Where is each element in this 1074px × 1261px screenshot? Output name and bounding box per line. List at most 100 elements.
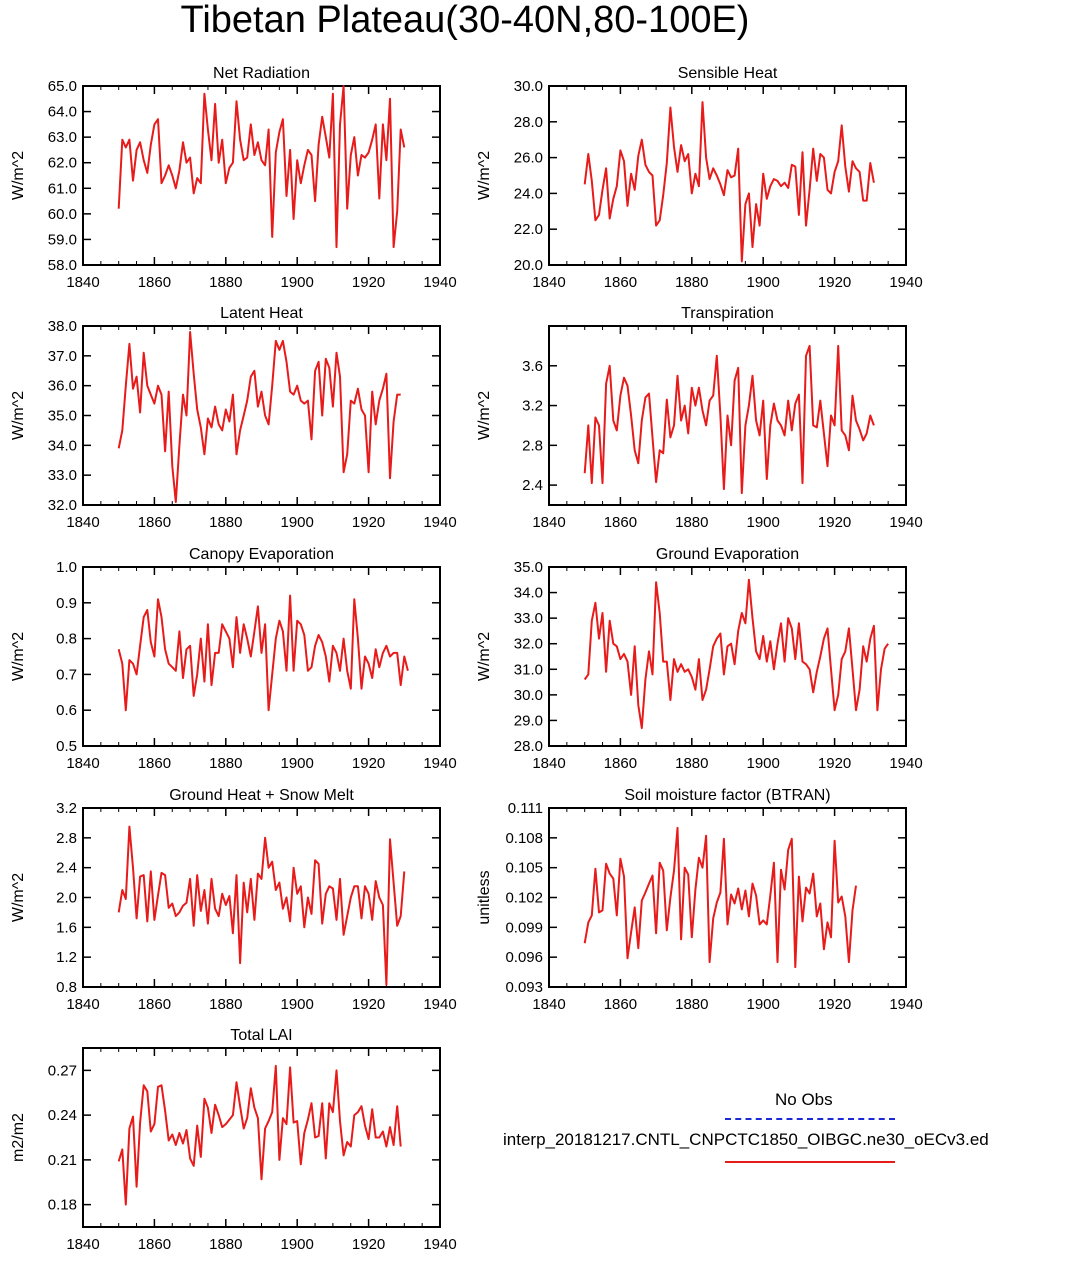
x-tick-label: 1880	[675, 996, 708, 1013]
y-tick-label: 2.4	[522, 477, 543, 494]
x-tick-label: 1920	[352, 514, 385, 531]
x-tick-label: 1840	[532, 274, 565, 291]
y-tick-label: 37.0	[48, 348, 77, 365]
y-tick-label: 29.0	[514, 712, 543, 729]
y-tick-label: 0.5	[56, 738, 77, 755]
y-tick-label: 33.0	[48, 467, 77, 484]
x-tick-label: 1840	[66, 996, 99, 1013]
y-tick-label: 0.27	[48, 1062, 77, 1079]
x-tick-label: 1860	[604, 755, 637, 772]
x-tick-label: 1860	[138, 1236, 171, 1253]
x-tick-label: 1900	[747, 996, 780, 1013]
y-axis-label: W/m^2	[10, 873, 27, 922]
x-tick-label: 1880	[209, 514, 242, 531]
y-tick-label: 0.21	[48, 1152, 77, 1169]
x-tick-label: 1900	[281, 996, 314, 1013]
legend-obs-label: No Obs	[775, 1090, 833, 1109]
y-tick-label: 30.0	[514, 687, 543, 704]
y-tick-label: 59.0	[48, 231, 77, 248]
x-tick-label: 1840	[532, 514, 565, 531]
x-tick-label: 1920	[818, 514, 851, 531]
figure-title: Tibetan Plateau(30-40N,80-100E)	[180, 0, 750, 41]
y-tick-label: 0.6	[56, 702, 77, 719]
y-tick-label: 0.105	[505, 860, 543, 877]
series-line	[583, 101, 875, 263]
x-tick-label: 1860	[138, 274, 171, 291]
y-tick-label: 3.2	[522, 398, 543, 415]
y-axis-label: W/m^2	[10, 151, 27, 200]
x-tick-label: 1880	[209, 274, 242, 291]
panel-8: Soil moisture factor (BTRAN) unitless 1840…	[476, 787, 923, 1013]
panel-4: Transpiration W/m^2 1840 1860 1880 1900 1920 19…	[476, 305, 923, 531]
y-tick-label: 0.111	[508, 800, 543, 817]
x-tick-label: 1940	[423, 514, 456, 531]
x-tick-label: 1920	[818, 996, 851, 1013]
x-tick-label: 1920	[352, 996, 385, 1013]
y-tick-label: 0.18	[48, 1197, 77, 1214]
x-tick-label: 1940	[423, 1236, 456, 1253]
panel-1: Net Radiation W/m^2 1840 1860 1880 1900 1920 19…	[10, 65, 457, 291]
y-tick-label: 60.0	[48, 206, 77, 223]
y-tick-label: 1.6	[56, 919, 77, 936]
y-axis-label: W/m^2	[476, 151, 493, 200]
y-tick-label: 2.4	[56, 860, 77, 877]
y-tick-label: 34.0	[514, 585, 543, 602]
x-tick-label: 1940	[889, 514, 922, 531]
plot-frame	[82, 1047, 441, 1228]
y-tick-label: 22.0	[514, 221, 543, 238]
y-tick-label: 0.096	[505, 949, 543, 966]
x-tick-label: 1840	[66, 514, 99, 531]
y-tick-label: 35.0	[514, 559, 543, 576]
y-tick-label: 28.0	[514, 114, 543, 131]
y-tick-label: 3.6	[522, 358, 543, 375]
x-tick-label: 1940	[423, 755, 456, 772]
x-tick-label: 1900	[747, 274, 780, 291]
y-tick-label: 63.0	[48, 129, 77, 146]
y-tick-label: 32.0	[48, 497, 77, 514]
x-tick-label: 1900	[281, 1236, 314, 1253]
plot-frame	[82, 85, 441, 266]
y-axis-label: W/m^2	[10, 632, 27, 681]
x-tick-label: 1840	[532, 755, 565, 772]
y-tick-label: 0.093	[505, 979, 543, 996]
x-tick-label: 1880	[209, 996, 242, 1013]
series-line	[117, 1064, 402, 1206]
y-tick-label: 61.0	[48, 180, 77, 197]
y-tick-label: 28.0	[514, 738, 543, 755]
y-tick-label: 24.0	[514, 185, 543, 202]
panel-title: Net Radiation	[213, 65, 310, 82]
x-tick-label: 1880	[675, 755, 708, 772]
x-tick-label: 1940	[889, 274, 922, 291]
x-tick-label: 1920	[818, 755, 851, 772]
series-line	[583, 578, 889, 730]
panel-6: Ground Evaporation W/m^2 1840 1860 1880 1900 1…	[476, 546, 923, 772]
y-axis-label: unitless	[476, 870, 493, 924]
y-axis-label: W/m^2	[476, 632, 493, 681]
x-tick-label: 1940	[889, 755, 922, 772]
x-tick-label: 1860	[604, 274, 637, 291]
y-tick-label: 62.0	[48, 155, 77, 172]
x-tick-label: 1900	[747, 755, 780, 772]
x-tick-label: 1900	[281, 514, 314, 531]
y-tick-label: 65.0	[48, 78, 77, 95]
y-tick-label: 31.0	[514, 661, 543, 678]
x-tick-label: 1840	[66, 274, 99, 291]
y-tick-label: 0.8	[56, 631, 77, 648]
plot-frame	[82, 325, 441, 506]
y-tick-label: 33.0	[514, 610, 543, 627]
y-tick-label: 0.108	[505, 830, 543, 847]
panel-title: Soil moisture factor (BTRAN)	[624, 787, 830, 804]
y-tick-label: 2.8	[56, 830, 77, 847]
series-line	[117, 85, 406, 249]
x-tick-label: 1940	[889, 996, 922, 1013]
x-tick-label: 1860	[604, 996, 637, 1013]
y-tick-label: 2.8	[522, 437, 543, 454]
y-axis-label: W/m^2	[10, 391, 27, 440]
x-tick-label: 1880	[675, 514, 708, 531]
x-tick-label: 1900	[281, 755, 314, 772]
x-tick-label: 1840	[66, 755, 99, 772]
y-tick-label: 1.2	[56, 949, 77, 966]
x-tick-label: 1920	[352, 274, 385, 291]
x-tick-label: 1840	[66, 1236, 99, 1253]
